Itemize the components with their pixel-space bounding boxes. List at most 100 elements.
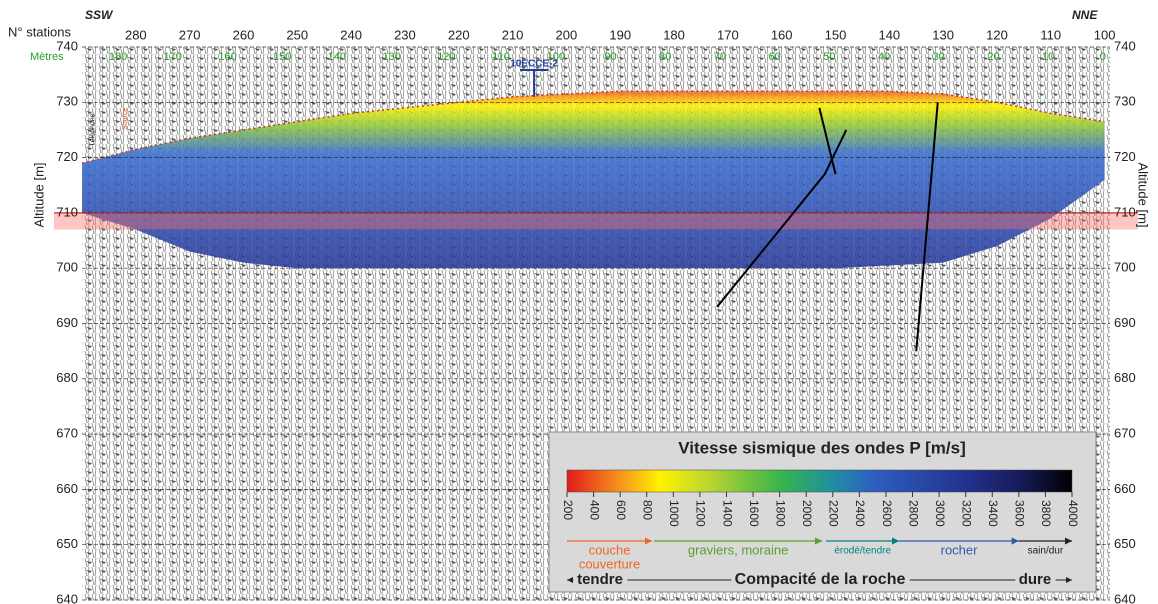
colorbar-tick-label: 1600 [747, 500, 761, 527]
direction-right: NNE [1072, 8, 1098, 22]
borehole-label: 10ECCE-2 [510, 59, 558, 70]
y-tick-label-right: 640 [1114, 591, 1136, 604]
scale-title: Compacité de la roche [735, 571, 906, 588]
x2-tick-label: 100 [547, 51, 565, 63]
x2-tick-label: 20 [987, 51, 999, 63]
legend-title: Vitesse sismique des ondes P [m/s] [678, 438, 966, 457]
fault-line [915, 102, 939, 352]
scale-left: tendre [577, 571, 623, 588]
y-tick-label-right: 690 [1114, 315, 1136, 330]
x-tick-label: 240 [340, 27, 362, 42]
x2-tick-label: 160 [218, 51, 236, 63]
x-tick-label: 190 [609, 27, 631, 42]
x-tick-label: 150 [825, 27, 847, 42]
y-tick-label-right: 710 [1114, 204, 1136, 219]
y-tick-label: 660 [56, 481, 78, 496]
x-tick-label: 230 [394, 27, 416, 42]
x-tick-label: 260 [233, 27, 255, 42]
colorbar-tick-label: 400 [587, 500, 601, 520]
y-tick-label: 730 [56, 94, 78, 109]
colorbar-tick-label: 1400 [720, 500, 734, 527]
colorbar-tick-label: 2200 [827, 500, 841, 527]
colorbar-tick-label: 1800 [773, 500, 787, 527]
x2-tick-label: 50 [823, 51, 835, 63]
x-tick-label: 110 [1040, 27, 1061, 42]
y-tick-label: 670 [56, 426, 78, 441]
x-tick-label: 280 [125, 27, 147, 42]
x2-tick-label: 80 [659, 51, 671, 63]
x2-tick-label: 0 [1100, 51, 1106, 63]
legend-box [548, 431, 1097, 593]
x2-tick-label: 130 [382, 51, 400, 63]
y-tick-label-right: 700 [1114, 260, 1136, 275]
x-axis-title: N° stations [8, 24, 72, 39]
x2-tick-label: 30 [933, 51, 945, 63]
colorbar-tick-label: 800 [641, 500, 655, 520]
x-tick-label: 200 [556, 27, 578, 42]
y-tick-label: 680 [56, 370, 78, 385]
tomography [82, 91, 1105, 269]
colorbar-tick-label: 3000 [933, 500, 947, 527]
zone-label: couverture [579, 556, 640, 571]
y-axis-title-right: Altitude [m] [1136, 162, 1151, 227]
zone-label: rocher [941, 542, 979, 557]
zone-label: graviers, moraine [688, 542, 788, 557]
colorbar-tick-label: 3800 [1039, 500, 1053, 527]
y-tick-label: 640 [56, 591, 78, 604]
y-tick-label-right: 730 [1114, 94, 1136, 109]
x2-tick-label: 110 [492, 51, 510, 63]
annotation: Téléphone [90, 113, 97, 146]
x2-tick-label: 60 [769, 51, 781, 63]
x2-tick-label: 180 [109, 51, 127, 63]
y-tick-label: 650 [56, 536, 78, 551]
colorbar-tick-label: 2000 [800, 500, 814, 527]
direction-left: SSW [85, 8, 114, 22]
x-tick-label: 210 [502, 27, 524, 42]
colorbar [566, 469, 1073, 493]
x2-tick-label: 150 [273, 51, 291, 63]
highlight-band [54, 212, 1138, 230]
y-tick-label: 710 [56, 204, 78, 219]
colorbar-tick-label: 4000 [1066, 500, 1080, 527]
y-tick-label: 720 [56, 149, 78, 164]
x2-axis-title: Mètres [30, 51, 64, 63]
x-tick-label: 130 [932, 27, 954, 42]
x2-tick-label: 10 [1042, 51, 1054, 63]
y-tick-label-right: 680 [1114, 370, 1136, 385]
y-tick-label-right: 670 [1114, 426, 1136, 441]
fault-line [716, 129, 848, 308]
x-tick-label: 180 [663, 27, 685, 42]
y-axis-title: Altitude [m] [31, 162, 46, 227]
colorbar-tick-label: 1000 [667, 500, 681, 527]
x2-tick-label: 70 [714, 51, 726, 63]
x2-tick-label: 90 [604, 51, 616, 63]
scale-right: dure [1019, 571, 1052, 588]
x-tick-label: 220 [448, 27, 470, 42]
colorbar-tick-label: 3600 [1013, 500, 1027, 527]
zone-label: érodé/tendre [834, 546, 891, 557]
colorbar-tick-label: 2400 [853, 500, 867, 527]
x-tick-label: 100 [1094, 27, 1116, 42]
zone-label: sain/dur [1028, 546, 1064, 557]
x2-tick-label: 120 [437, 51, 455, 63]
x-tick-label: 270 [179, 27, 201, 42]
y-tick-label-right: 720 [1114, 149, 1136, 164]
zone-label: couche [589, 542, 631, 557]
x-tick-label: 170 [717, 27, 739, 42]
x-tick-label: 160 [771, 27, 793, 42]
colorbar-tick-label: 3400 [986, 500, 1000, 527]
colorbar-tick-label: 3200 [960, 500, 974, 527]
x-tick-label: 120 [986, 27, 1008, 42]
y-tick-label: 690 [56, 315, 78, 330]
y-tick-label: 740 [56, 38, 78, 53]
colorbar-tick-label: 200 [561, 500, 575, 520]
x2-tick-label: 140 [328, 51, 346, 63]
x-tick-label: 250 [286, 27, 308, 42]
y-tick-label-right: 650 [1114, 536, 1136, 551]
colorbar-tick-label: 600 [614, 500, 628, 520]
x-tick-label: 140 [878, 27, 900, 42]
colorbar-tick-label: 1200 [694, 500, 708, 527]
fault-line [818, 107, 837, 175]
y-tick-label-right: 740 [1114, 38, 1136, 53]
